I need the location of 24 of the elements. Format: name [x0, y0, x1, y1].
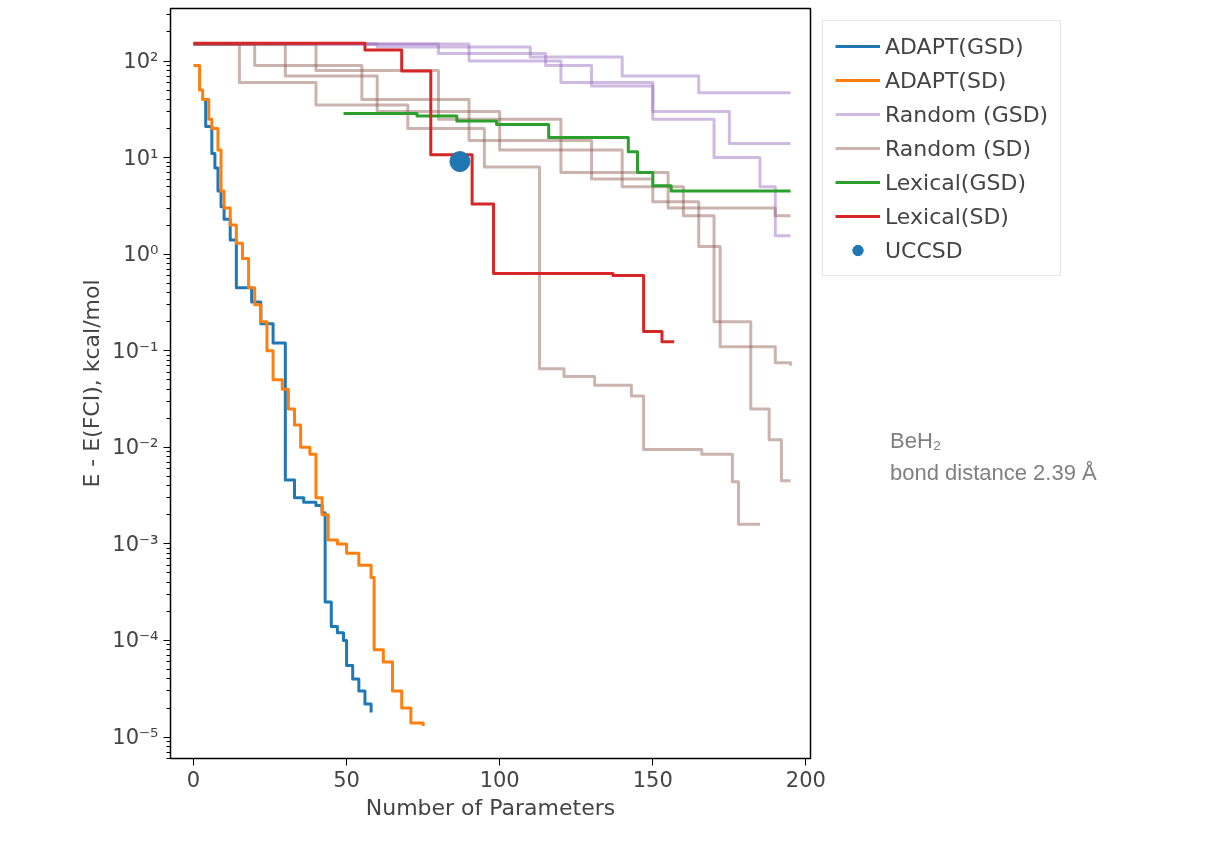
- text: bond distance 2.39 Å: [890, 459, 1097, 485]
- y-tick-label: 10¹: [123, 145, 159, 170]
- y-axis-title: E - E(FCI), kcal/mol: [79, 279, 105, 488]
- x-tick-label: 50: [333, 767, 360, 792]
- y-tick-label: 10⁻²: [112, 435, 159, 460]
- x-axis-title: Number of Parameters: [365, 794, 616, 820]
- legend-label: Random (SD): [885, 135, 1032, 161]
- y-tick-label: 10⁻⁴: [112, 628, 159, 653]
- legend-label: UCCSD: [885, 237, 963, 263]
- x-tick-label: 0: [186, 767, 201, 792]
- y-tick-label: 10²: [123, 49, 159, 74]
- legend-label: ADAPT(SD): [885, 67, 1007, 93]
- y-tick-label: 10⁻¹: [112, 338, 159, 363]
- x-tick-label: 100: [479, 767, 520, 792]
- x-tick-label: 150: [632, 767, 673, 792]
- y-tick-label: 10⁰: [123, 242, 159, 267]
- y-tick-label: 10⁻³: [112, 531, 159, 556]
- legend-label: Lexical(SD): [885, 203, 1009, 229]
- text: BeH₂: [890, 428, 942, 453]
- legend-label: Random (GSD): [885, 101, 1049, 127]
- legend-label: ADAPT(GSD): [885, 33, 1024, 59]
- x-tick-label: 200: [785, 767, 826, 792]
- y-tick-label: 10⁻⁵: [112, 725, 159, 750]
- legend-label: Lexical(GSD): [885, 169, 1026, 195]
